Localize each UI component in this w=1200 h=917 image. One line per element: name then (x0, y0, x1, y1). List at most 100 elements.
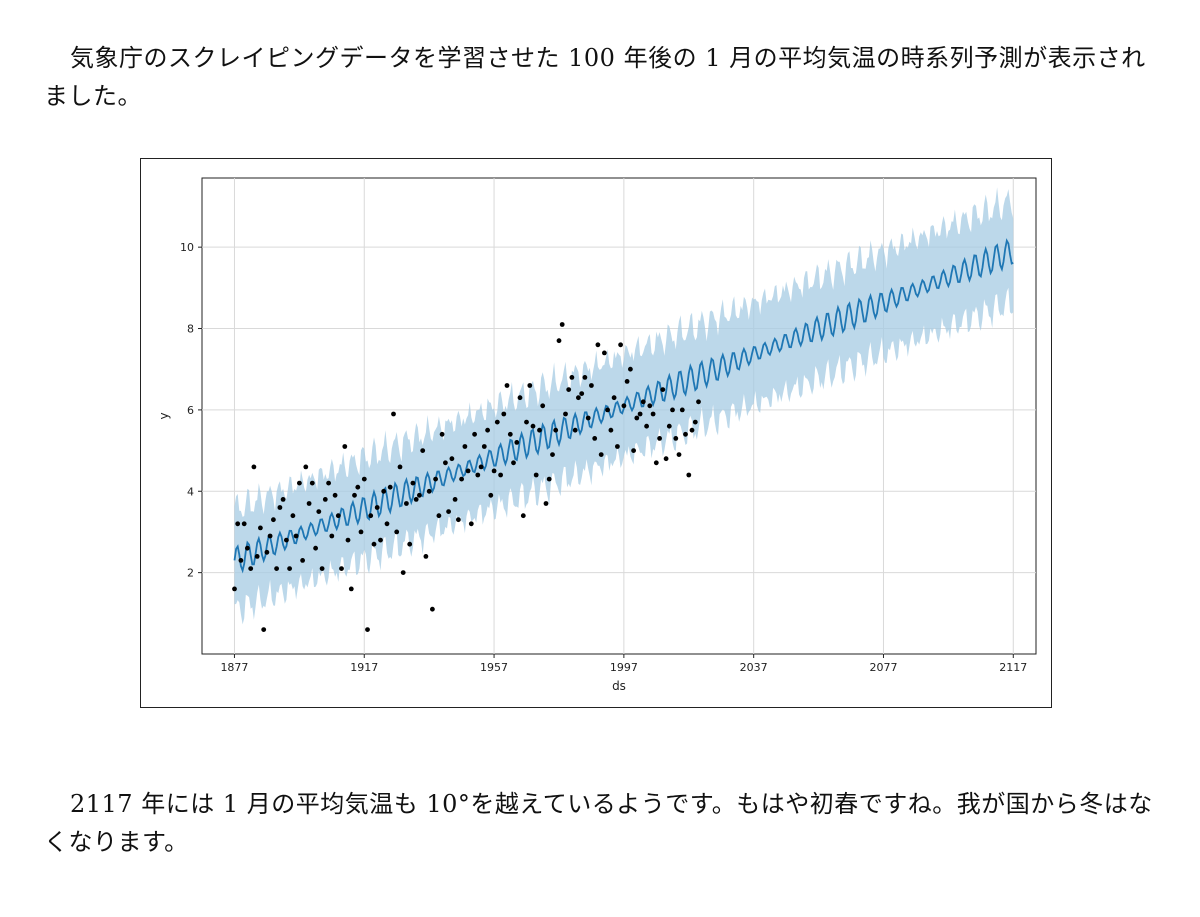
observed-point (443, 460, 448, 466)
observed-point (602, 350, 607, 356)
observed-point (679, 407, 685, 413)
observed-point (576, 395, 581, 401)
observed-point (400, 570, 406, 575)
observed-point (631, 448, 636, 453)
observed-point (556, 338, 562, 344)
observed-point (637, 411, 643, 417)
observed-point (417, 492, 422, 498)
y-tick-label: 10 (180, 241, 194, 254)
observed-point (644, 423, 649, 429)
x-tick-label: 2117 (999, 661, 1027, 674)
observed-point (579, 391, 585, 396)
x-axis-label: ds (612, 679, 626, 693)
y-tick-label: 2 (187, 567, 194, 580)
observed-point (647, 403, 653, 409)
observed-point (397, 464, 403, 470)
observed-point (287, 566, 292, 571)
observed-point (628, 366, 633, 372)
forecast-chart: 1877 1917 1957 1997 2037 2077 2117 2 4 6 8 10 ds y (157, 177, 1037, 693)
observed-point (621, 403, 627, 409)
observed-point (634, 415, 640, 421)
x-tick-label: 1997 (610, 661, 638, 674)
observed-point (572, 427, 578, 433)
observed-point (368, 513, 374, 519)
observed-point (326, 480, 331, 486)
observed-point (650, 411, 656, 417)
observed-point (663, 456, 669, 462)
x-tick-label: 1877 (220, 661, 248, 674)
observed-point (598, 452, 604, 457)
observed-points (232, 322, 701, 632)
observed-point (319, 566, 325, 571)
observed-point (488, 492, 494, 498)
conclusion-paragraph-text: 2117 年には 1 月の平均気温も 10°を越えているようです。もはや初春です… (44, 790, 1153, 856)
observed-point (238, 558, 244, 563)
observed-point (569, 375, 575, 380)
observed-point (605, 407, 610, 413)
observed-point (559, 322, 565, 327)
observed-point (452, 497, 458, 502)
observed-point (378, 537, 383, 543)
observed-point (413, 497, 419, 502)
observed-point (316, 509, 322, 514)
observed-point (297, 480, 302, 486)
observed-point (446, 509, 451, 514)
observed-point (676, 452, 682, 457)
observed-point (563, 411, 568, 417)
observed-point (696, 399, 701, 405)
observed-point (472, 431, 477, 437)
observed-point (527, 383, 533, 388)
y-axis-label: y (157, 412, 171, 419)
observed-point (478, 464, 484, 470)
observed-point (313, 545, 318, 551)
forecast-chart-figure: 1877 1917 1957 1997 2037 2077 2117 2 4 6 8 10 ds y (140, 158, 1052, 708)
observed-point (332, 492, 338, 498)
observed-point (507, 431, 513, 437)
observed-point (550, 452, 555, 457)
observed-point (657, 436, 662, 441)
observed-point (277, 505, 283, 510)
observed-point (404, 501, 409, 506)
observed-point (407, 541, 413, 547)
observed-point (293, 533, 299, 539)
observed-point (300, 558, 305, 563)
observed-point (546, 476, 552, 482)
conclusion-paragraph: 2117 年には 1 月の平均気温も 10°を越えているようです。もはや初春です… (44, 785, 1154, 861)
observed-point (280, 497, 286, 502)
forecast-line (233, 238, 1014, 574)
observed-point (449, 456, 455, 462)
observed-point (433, 476, 438, 482)
plot-area-border (201, 177, 1037, 655)
observed-point (686, 472, 692, 478)
observed-point (660, 387, 666, 392)
observed-point (465, 468, 471, 474)
observed-point (481, 444, 487, 449)
y-tick-label: 4 (187, 485, 194, 498)
observed-point (339, 566, 344, 571)
observed-point (267, 533, 273, 539)
observed-point (537, 427, 542, 433)
observed-point (585, 415, 591, 421)
observed-point (543, 501, 549, 506)
observed-point (284, 537, 289, 543)
observed-point (608, 427, 614, 433)
observed-point (306, 501, 312, 506)
observed-point (423, 554, 429, 559)
observed-point (475, 472, 481, 478)
grid-layer (202, 178, 1036, 654)
observed-point (533, 472, 539, 478)
observed-point (342, 444, 348, 449)
x-tick-label: 1957 (480, 661, 508, 674)
observed-point (468, 521, 474, 527)
observed-point (436, 513, 442, 519)
observed-point (426, 488, 432, 494)
observed-point (553, 427, 559, 433)
observed-point (384, 521, 390, 527)
observed-point (439, 431, 445, 437)
observed-point (290, 513, 296, 519)
intro-paragraph: 気象庁のスクレイピングデータを学習させた 100 年後の 1 月の平均気温の時系… (44, 39, 1154, 115)
observed-point (589, 383, 594, 388)
observed-point (666, 423, 672, 429)
observed-point (241, 521, 247, 527)
observed-point (640, 399, 646, 405)
